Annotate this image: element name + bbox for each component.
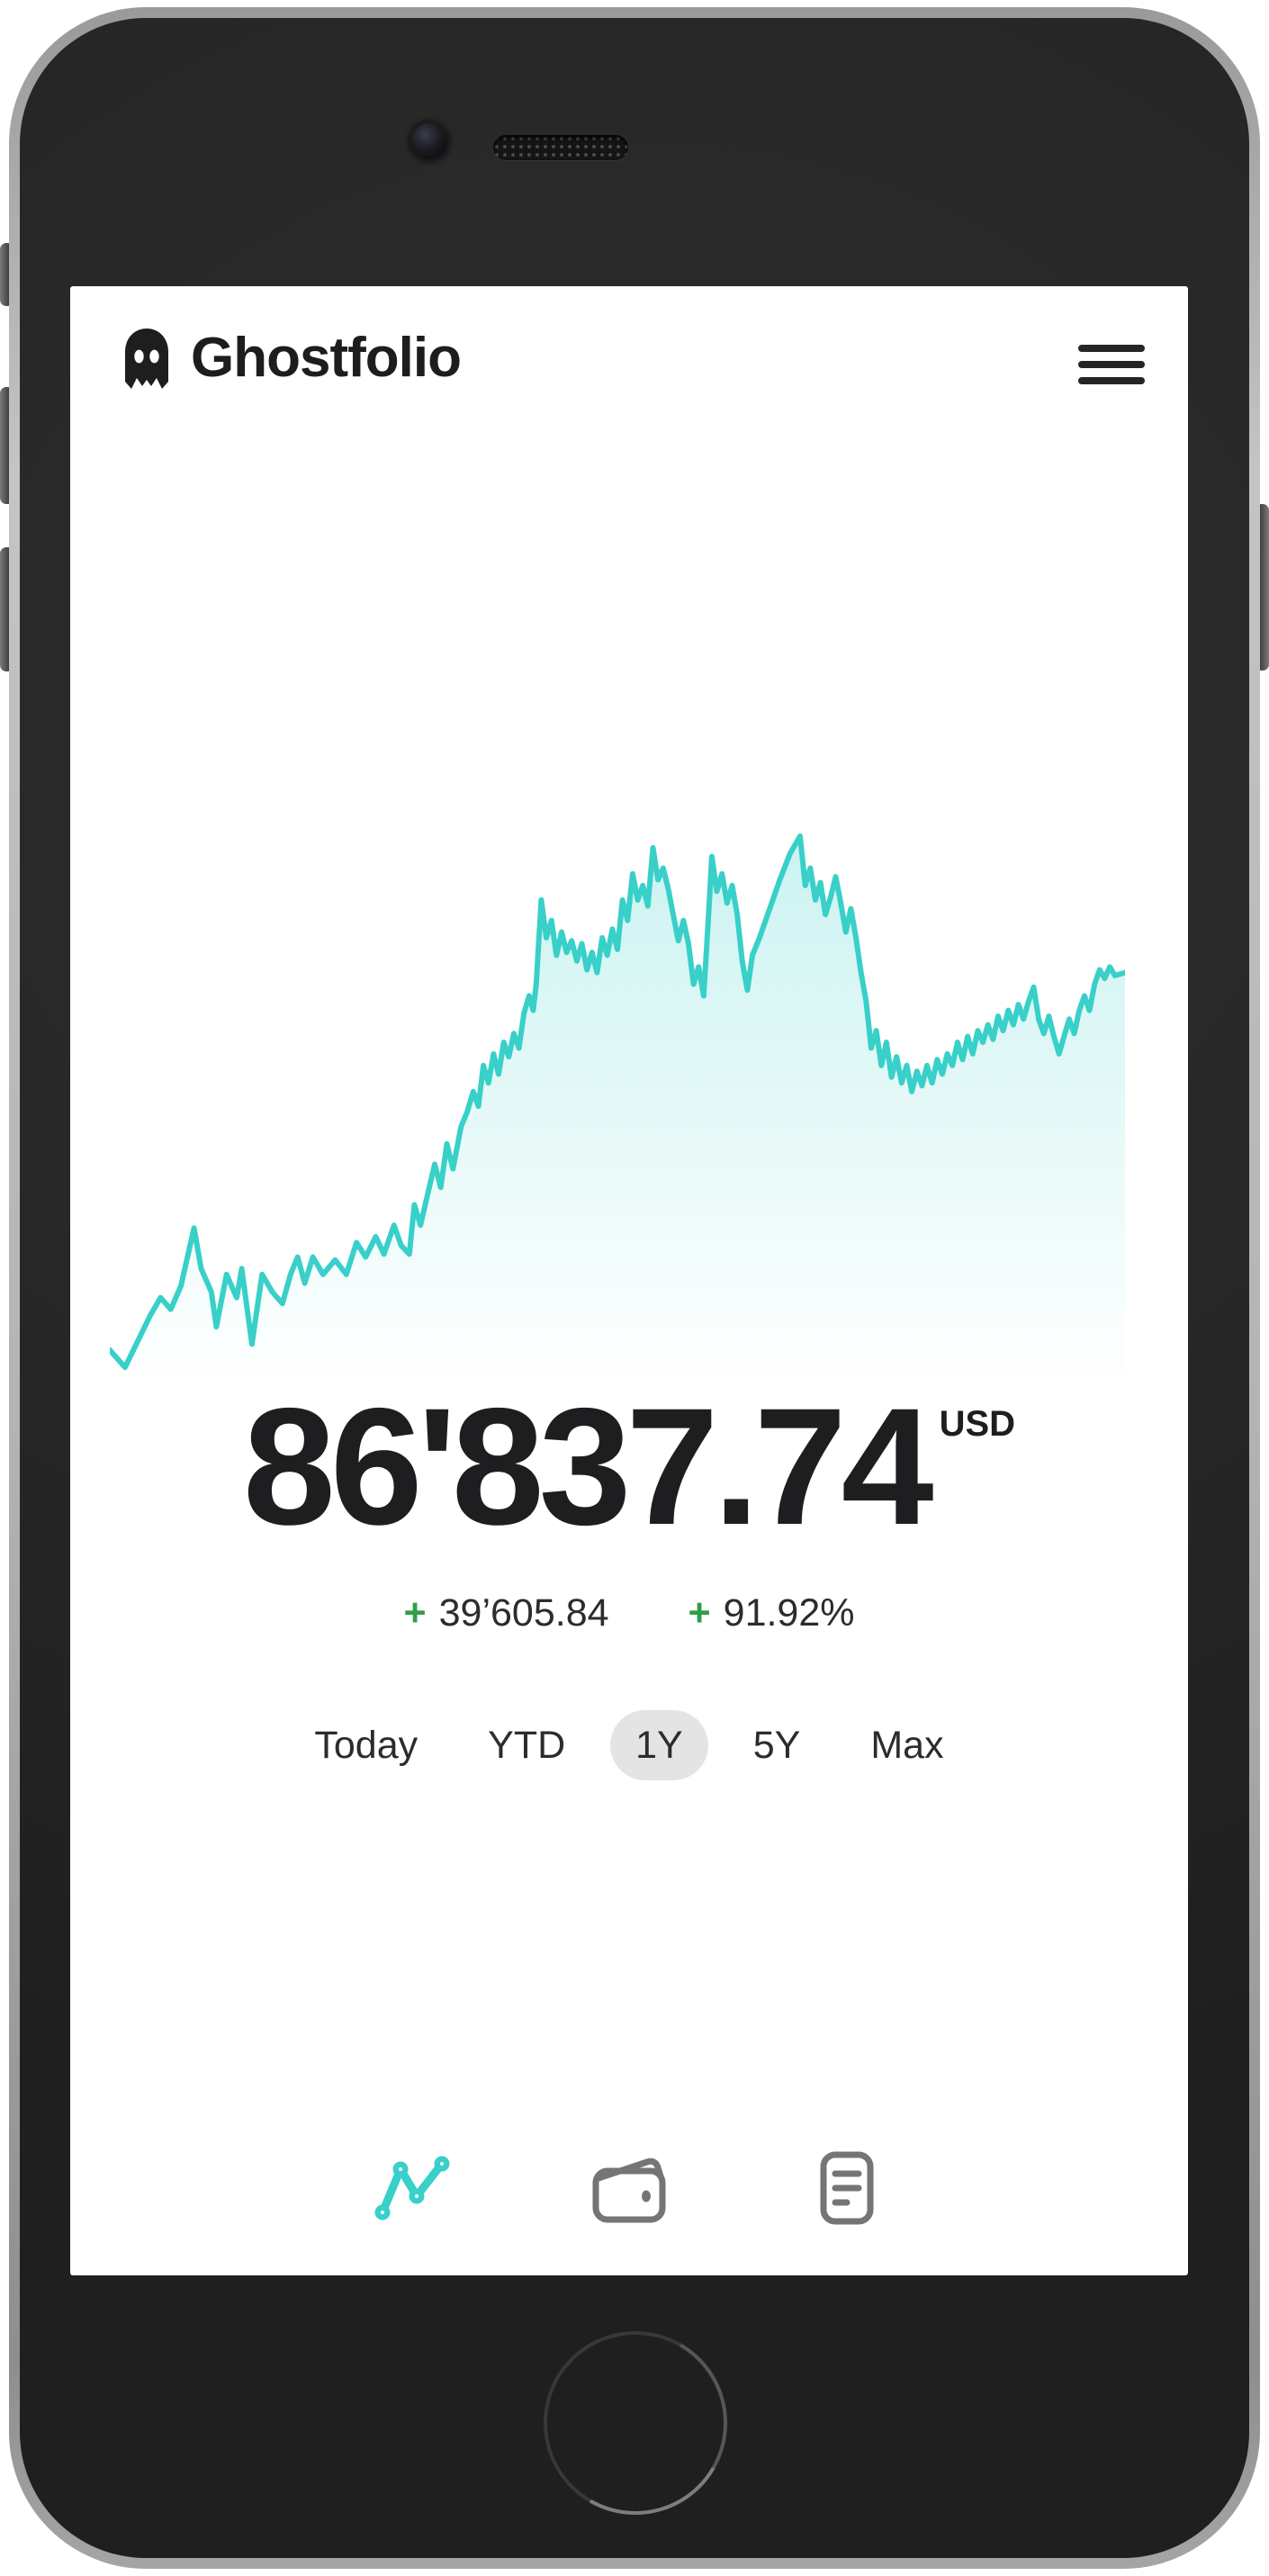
earpiece-speaker xyxy=(493,135,628,160)
chart-area-fill xyxy=(110,836,1125,1391)
performance-chart-svg xyxy=(110,833,1125,1391)
chart-line xyxy=(110,833,1125,1371)
wallet-icon xyxy=(592,2157,666,2223)
nav-item-transactions[interactable] xyxy=(806,2148,888,2229)
line-chart-icon xyxy=(374,2156,450,2220)
front-camera xyxy=(411,123,447,159)
app-screen: Ghostfolio 86'837.74 USD xyxy=(70,286,1188,2275)
change-absolute-item: + 39’605.84 xyxy=(404,1591,609,1635)
change-row: + 39’605.84 + 91.92% xyxy=(70,1591,1188,1635)
app-title: Ghostfolio xyxy=(191,327,462,389)
change-absolute: 39’605.84 xyxy=(438,1591,609,1635)
total-value: 86'837.74 xyxy=(242,1374,934,1560)
total-value-row: 86'837.74 USD xyxy=(70,1384,1188,1551)
hamburger-menu-icon xyxy=(1078,345,1145,352)
range-button-max[interactable]: Max xyxy=(845,1710,968,1780)
range-button-5y[interactable]: 5Y xyxy=(728,1710,826,1780)
range-selector: Today YTD 1Y 5Y Max xyxy=(70,1710,1188,1780)
report-icon xyxy=(820,2151,874,2225)
change-percent-item: + 91.92% xyxy=(688,1591,855,1635)
hamburger-menu-button[interactable] xyxy=(1078,345,1145,384)
plus-sign-icon: + xyxy=(688,1591,711,1635)
performance-chart[interactable] xyxy=(110,810,1125,1391)
range-button-1y[interactable]: 1Y xyxy=(610,1710,708,1780)
range-button-today[interactable]: Today xyxy=(289,1710,443,1780)
change-percent: 91.92% xyxy=(723,1591,855,1635)
plus-sign-icon: + xyxy=(403,1591,427,1635)
nav-item-overview[interactable] xyxy=(370,2148,453,2229)
bottom-nav xyxy=(70,2148,1188,2229)
currency-label: USD xyxy=(939,1404,1016,1444)
home-button xyxy=(544,2331,727,2515)
app-header: Ghostfolio xyxy=(121,326,462,390)
ghost-icon xyxy=(125,328,168,389)
range-button-ytd[interactable]: YTD xyxy=(463,1710,590,1780)
nav-item-accounts[interactable] xyxy=(588,2148,670,2229)
